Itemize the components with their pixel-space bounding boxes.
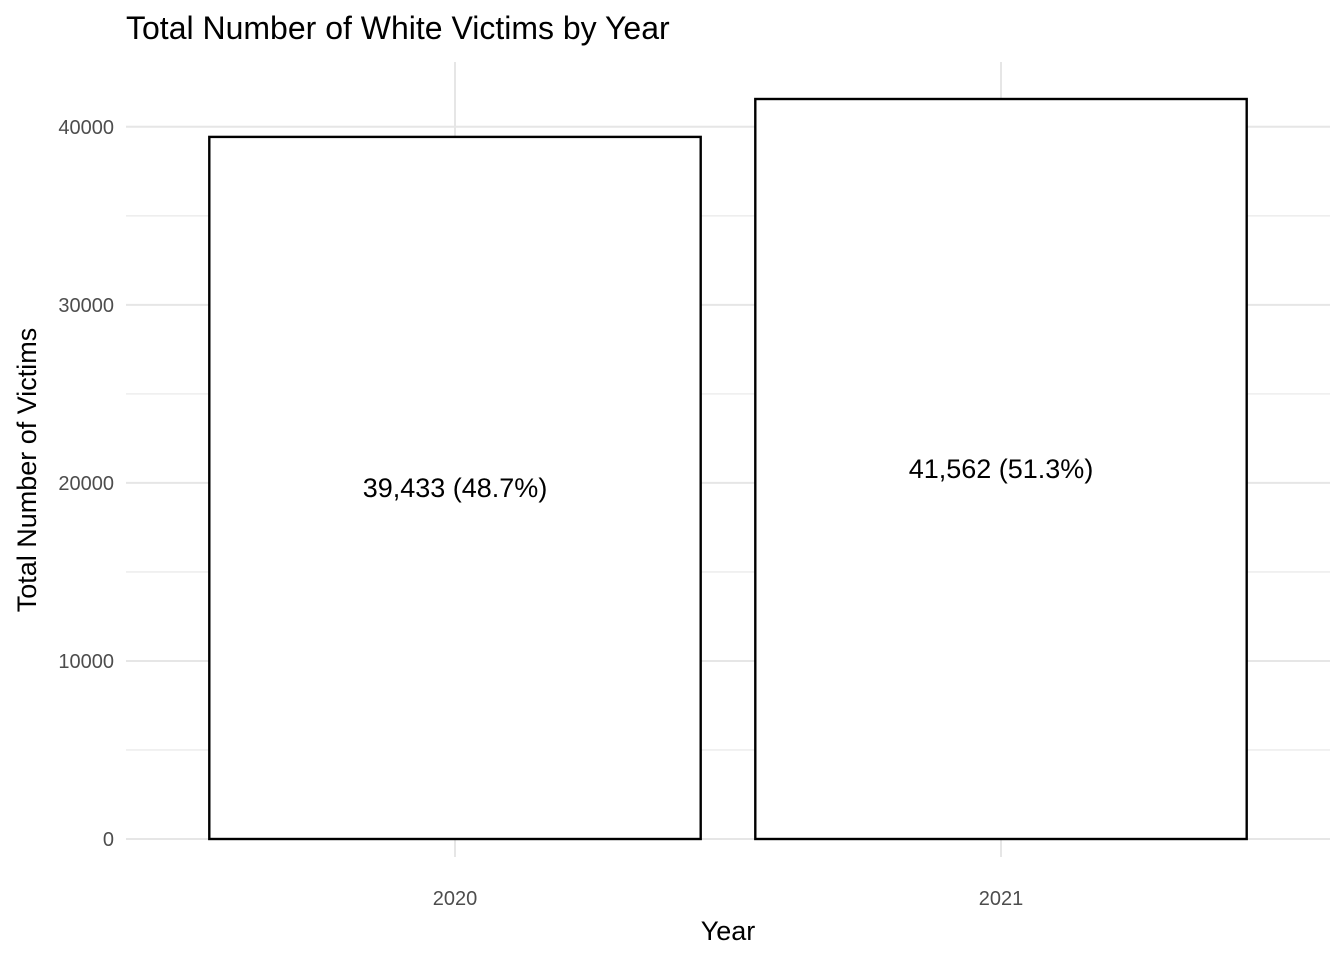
bars [208, 97, 1248, 841]
y-tick-label: 30000 [58, 295, 114, 317]
bar-data-labels: 39,433 (48.7%) 41,562 (51.3%) [363, 454, 1094, 503]
bar-data-label: 39,433 (48.7%) [363, 473, 548, 503]
y-tick-label: 40000 [58, 117, 114, 139]
bar-2020 [208, 135, 702, 841]
chart-title: Total Number of White Victims by Year [126, 10, 670, 46]
bar-2021 [754, 97, 1248, 841]
y-tick-label: 10000 [58, 651, 114, 673]
y-tick-label: 20000 [58, 473, 114, 495]
bar-data-label: 41,562 (51.3%) [909, 454, 1094, 484]
x-tick-label: 2021 [979, 888, 1024, 910]
y-axis-title: Total Number of Victims [12, 328, 42, 613]
x-tick-label: 2020 [433, 888, 478, 910]
x-axis-ticks: 2020 2021 [433, 888, 1024, 910]
y-axis-ticks: 0 10000 20000 30000 40000 [58, 117, 114, 851]
y-tick-label: 0 [103, 829, 114, 851]
x-axis-title: Year [701, 916, 756, 946]
